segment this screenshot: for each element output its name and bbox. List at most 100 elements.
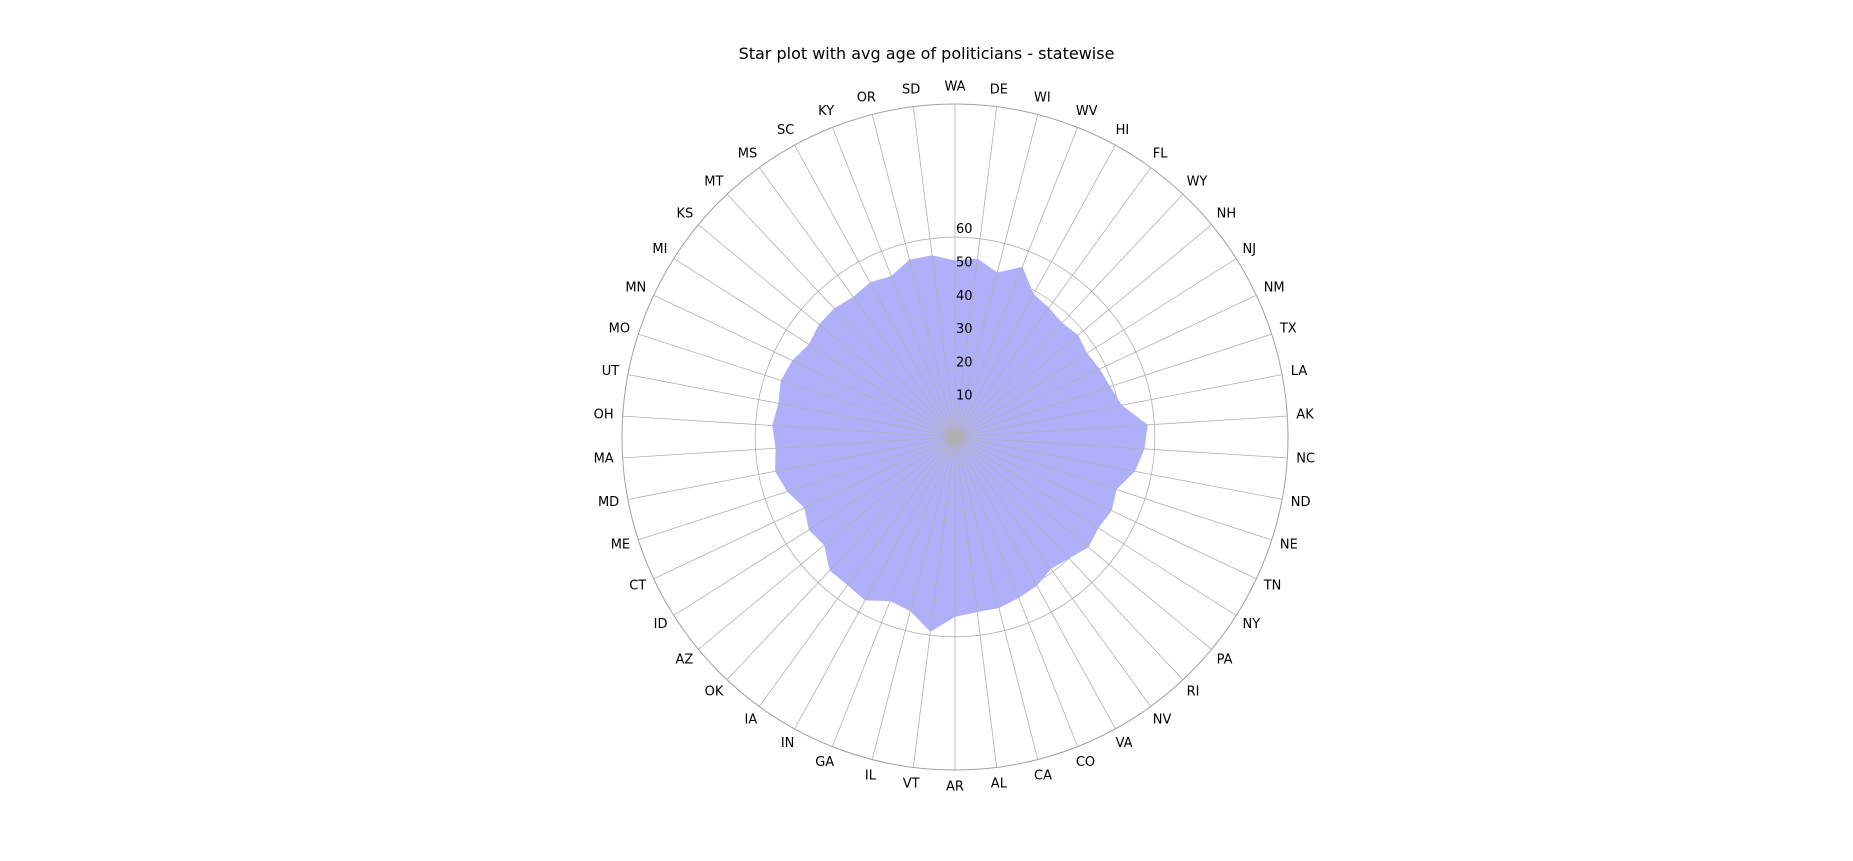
spoke-NE (954, 436, 1272, 541)
spoke-NY (954, 436, 1237, 616)
outer-circle (621, 103, 1289, 771)
spoke-RI (954, 436, 1184, 681)
category-label-WI: WI (1034, 91, 1051, 106)
category-label-AR: AR (946, 780, 964, 795)
spoke-NM (954, 294, 1257, 438)
category-label-CT: CT (629, 579, 646, 594)
spoke-IN (794, 436, 956, 730)
category-label-MD: MD (598, 495, 619, 510)
category-label-MO: MO (609, 321, 630, 336)
category-label-MT: MT (704, 174, 723, 189)
spoke-FL (954, 167, 1152, 438)
category-label-IL: IL (865, 769, 877, 784)
spoke-VT (912, 436, 956, 768)
spoke-NJ (954, 258, 1237, 438)
category-label-AL: AL (991, 777, 1008, 792)
spoke-LA (954, 374, 1283, 438)
spoke-NH (954, 224, 1212, 438)
category-label-KS: KS (677, 206, 694, 221)
category-label-LA: LA (1291, 364, 1308, 379)
category-label-NJ: NJ (1243, 242, 1257, 257)
category-label-NY: NY (1243, 617, 1261, 632)
spoke-KS (698, 224, 956, 438)
category-label-NV: NV (1153, 713, 1172, 728)
category-label-AK: AK (1296, 408, 1314, 423)
spoke-KY (832, 127, 956, 438)
category-label-MA: MA (594, 451, 614, 466)
spoke-ND (954, 436, 1283, 500)
spoke-CA (954, 436, 1039, 760)
category-label-HI: HI (1116, 123, 1130, 138)
spoke-MO (638, 333, 956, 438)
spoke-HI (954, 144, 1116, 438)
spoke-UT (627, 374, 956, 438)
category-label-TN: TN (1263, 579, 1282, 594)
category-label-OH: OH (594, 408, 614, 423)
spoke-NC (954, 436, 1288, 459)
category-label-RI: RI (1187, 685, 1200, 700)
spoke-IL (871, 436, 956, 760)
category-label-PA: PA (1217, 653, 1233, 668)
spoke-PA (954, 436, 1212, 650)
spoke-MN (653, 294, 956, 438)
spoke-MI (673, 258, 956, 438)
rtick-label-20: 20 (956, 355, 973, 370)
category-label-NC: NC (1296, 451, 1315, 466)
spoke-ID (673, 436, 956, 616)
spoke-VA (954, 436, 1116, 730)
radial-tick-labels: 10 20 30 40 50 60 (956, 222, 973, 404)
category-label-OK: OK (705, 685, 724, 700)
rtick-label-40: 40 (956, 289, 973, 304)
spokes (622, 104, 1288, 770)
spoke-NV (954, 436, 1152, 707)
spoke-WI (954, 114, 1039, 438)
rtick-label-30: 30 (956, 322, 973, 337)
spoke-MA (622, 436, 956, 459)
spoke-GA (832, 436, 956, 747)
spoke-TX (954, 333, 1272, 438)
spoke-SD (912, 106, 956, 438)
category-label-DE: DE (990, 82, 1008, 97)
category-label-UT: UT (602, 364, 620, 379)
spoke-OR (871, 114, 956, 438)
chart-title: Star plot with avg age of politicians - … (738, 44, 1115, 63)
category-label-SD: SD (902, 82, 920, 97)
category-label-TX: TX (1279, 321, 1297, 336)
category-label-OR: OR (857, 91, 876, 106)
category-label-CO: CO (1076, 755, 1095, 770)
spoke-WV (954, 127, 1078, 438)
category-label-WY: WY (1187, 174, 1208, 189)
category-label-AZ: AZ (676, 653, 694, 668)
category-label-MS: MS (738, 146, 757, 161)
category-label-MI: MI (652, 242, 667, 257)
category-label-NE: NE (1280, 538, 1298, 553)
category-label-FL: FL (1153, 146, 1168, 161)
rtick-label-50: 50 (956, 256, 973, 271)
category-label-WV: WV (1076, 104, 1098, 119)
category-label-ME: ME (611, 538, 630, 553)
category-label-WA: WA (944, 80, 965, 95)
spoke-MS (758, 167, 956, 438)
spoke-OH (622, 415, 956, 438)
spoke-AK (954, 415, 1288, 438)
spoke-DE (954, 106, 998, 438)
spoke-AZ (698, 436, 956, 650)
category-label-IA: IA (745, 713, 758, 728)
spoke-MT (726, 193, 956, 438)
category-labels: WA DE WI WV HI FL WY NH NJ NM TX LA AK NC ND NE TN NY PA RI… (594, 80, 1316, 795)
spoke-OK (726, 436, 956, 681)
category-label-GA: GA (815, 755, 834, 770)
category-label-MN: MN (625, 280, 646, 295)
category-label-NM: NM (1264, 280, 1285, 295)
rtick-label-10: 10 (956, 389, 973, 404)
rtick-label-60: 60 (956, 222, 973, 237)
category-label-ID: ID (654, 617, 668, 632)
category-label-VT: VT (903, 777, 920, 792)
spoke-CO (954, 436, 1078, 747)
category-label-IN: IN (781, 736, 795, 751)
spoke-MD (627, 436, 956, 500)
outer-frame (621, 103, 1289, 771)
category-label-SC: SC (777, 123, 794, 138)
spoke-SC (794, 144, 956, 438)
